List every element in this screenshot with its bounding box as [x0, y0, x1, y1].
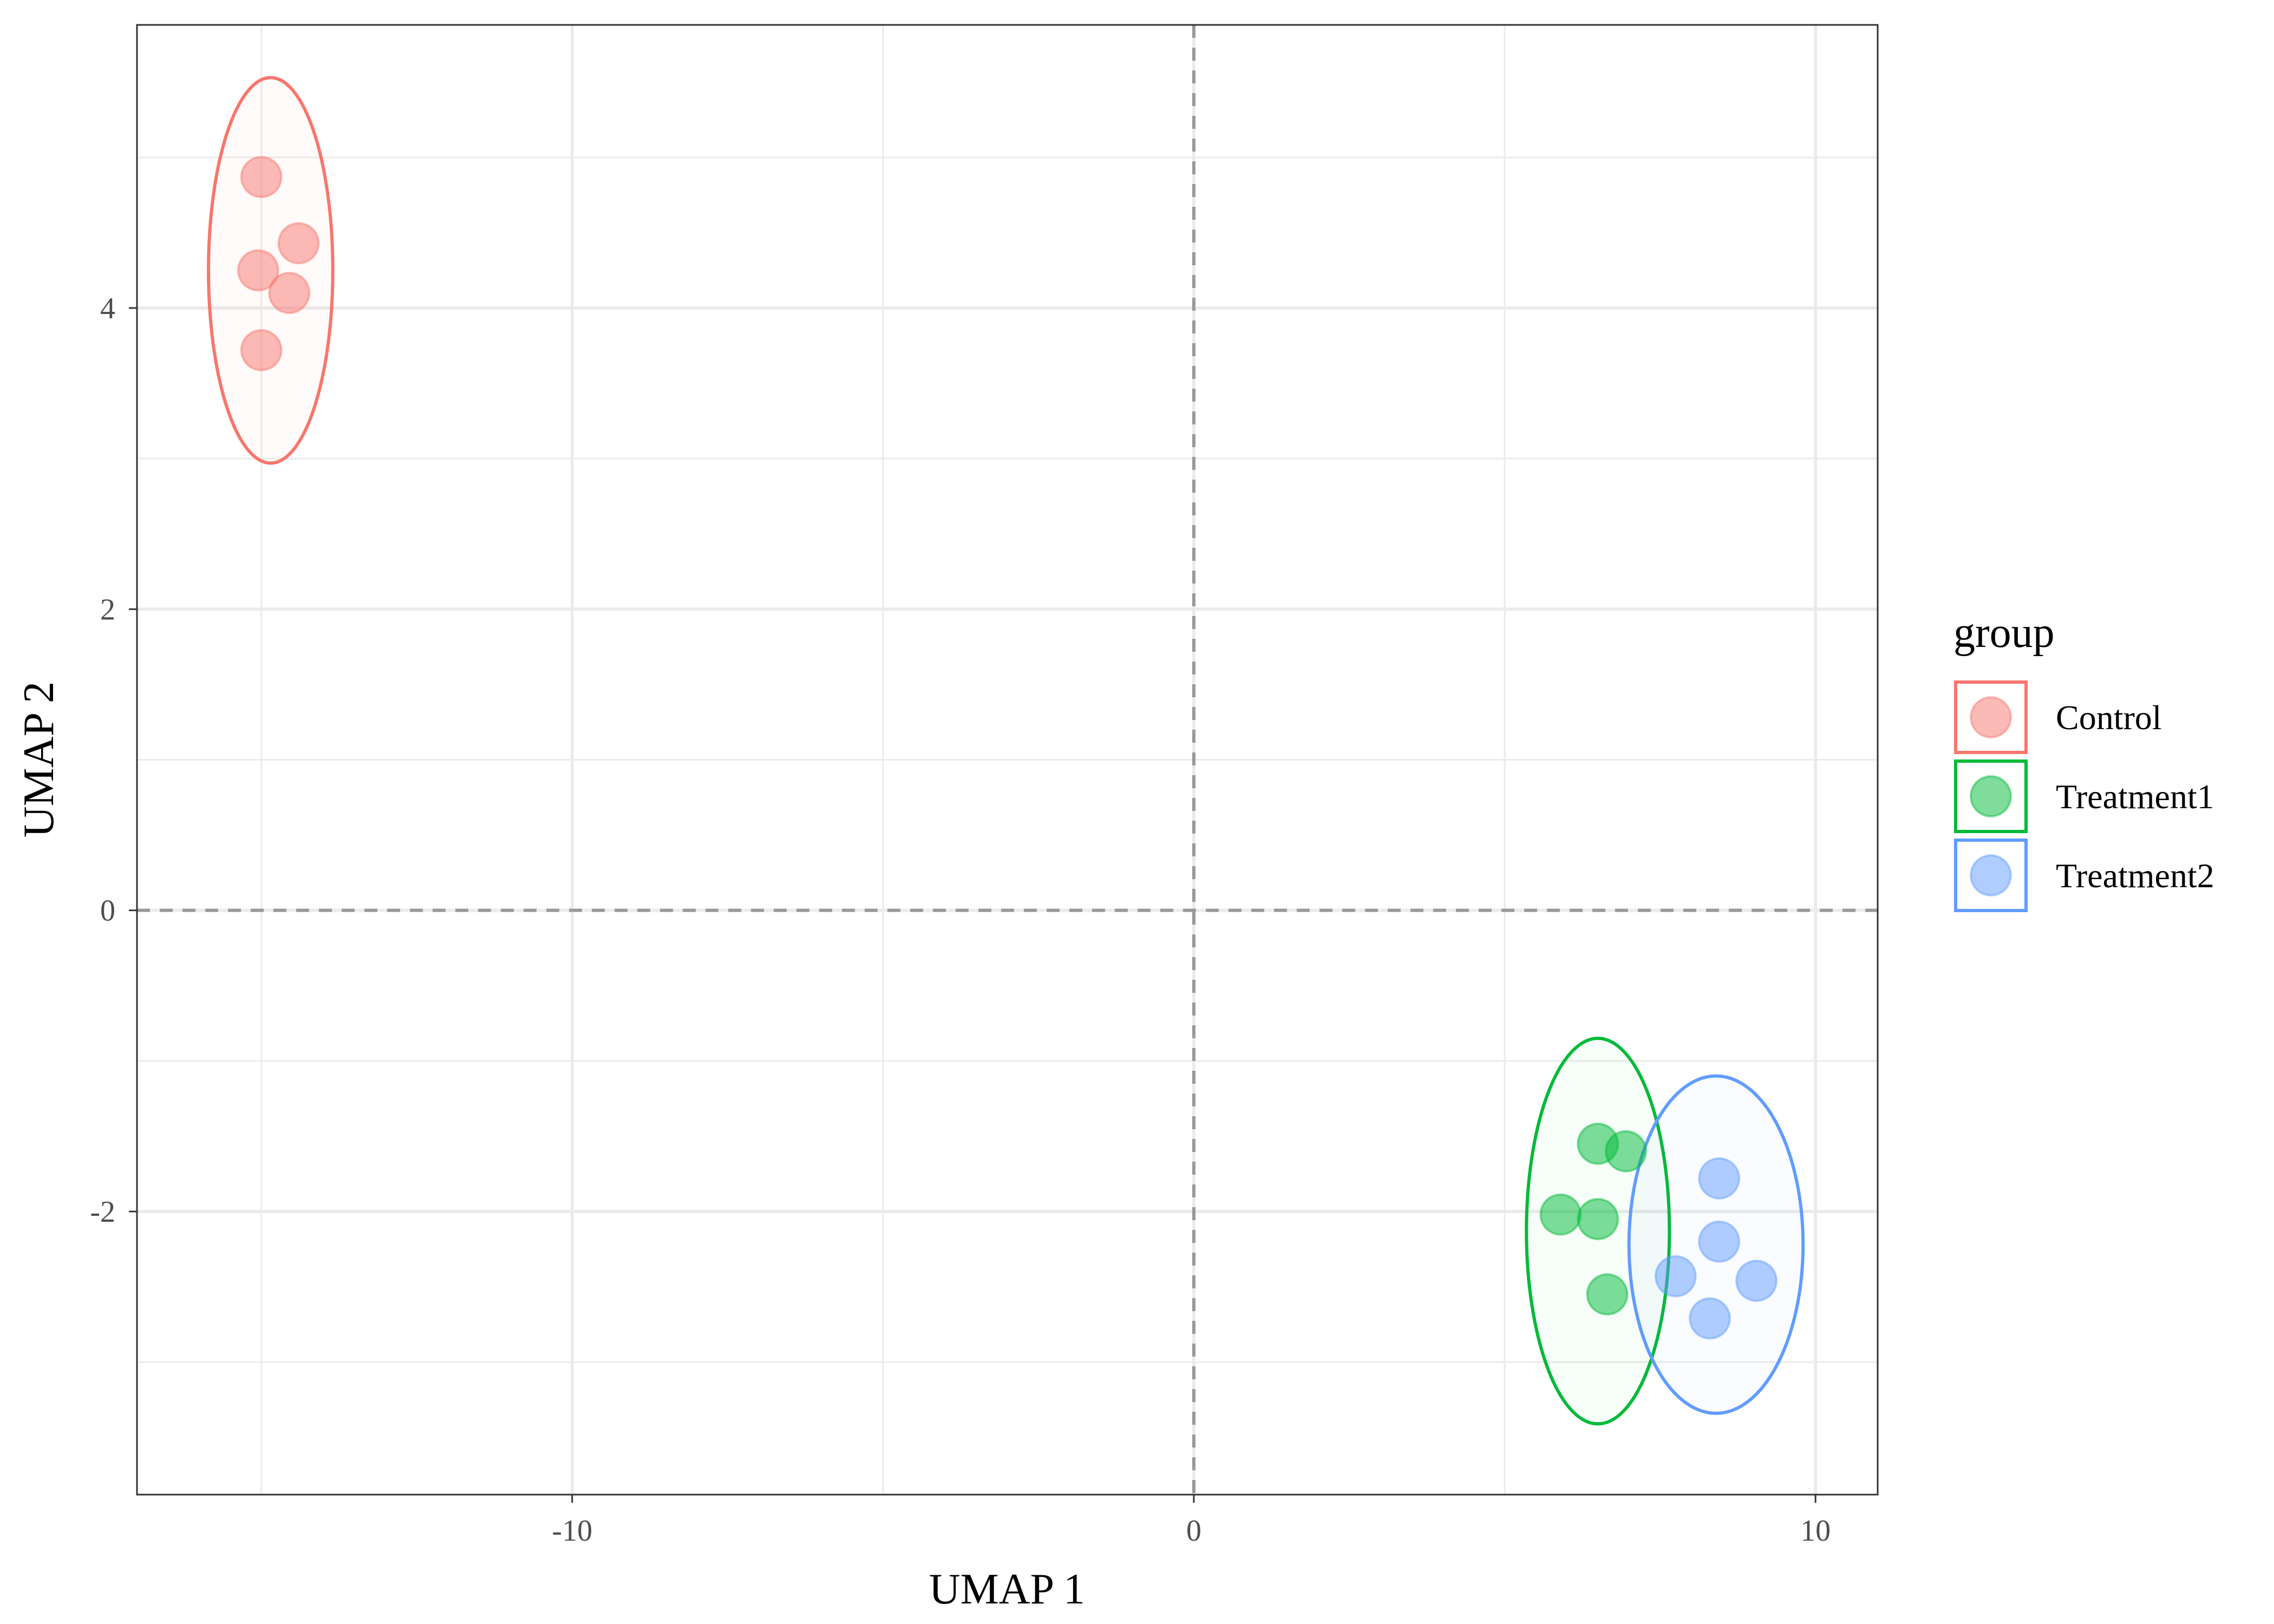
point-treatment2	[1698, 1220, 1741, 1263]
data-points	[237, 155, 1778, 1340]
legend-key-control	[1954, 680, 2028, 754]
point-control	[237, 249, 279, 292]
ellipse-control	[207, 76, 335, 465]
point-treatment2	[1735, 1259, 1778, 1302]
point-treatment1	[1577, 1197, 1619, 1240]
ellipse-treatment2	[1627, 1074, 1805, 1415]
legend-label-treatment2: Treatment2	[2056, 856, 2214, 895]
point-treatment1	[1539, 1193, 1582, 1236]
legend: group Control Treatment1 Treatment2	[1953, 609, 2214, 912]
x-tick-label: -10	[552, 1514, 592, 1548]
legend-label-treatment1: Treatment1	[2056, 777, 2214, 816]
point-treatment2	[1654, 1255, 1697, 1298]
plot-panel-border	[136, 24, 1879, 1496]
legend-symbol-treatment2	[1970, 854, 2012, 896]
legend-symbol-control	[1970, 696, 2012, 738]
point-control	[268, 272, 311, 315]
legend-title: group	[1953, 609, 2055, 657]
x-axis: -10 0 10	[552, 1495, 1831, 1548]
point-treatment2	[1698, 1157, 1741, 1200]
x-tick-label: 0	[1186, 1514, 1201, 1548]
y-axis-title: UMAP 2	[15, 682, 63, 837]
y-axis: -2 0 2 4	[90, 292, 137, 1229]
confidence-ellipses	[207, 76, 1805, 1426]
y-tick-label: 2	[100, 593, 115, 626]
reference-lines	[137, 25, 1878, 1495]
point-control	[277, 222, 320, 265]
y-tick-label: 4	[100, 292, 115, 325]
y-tick-label: 0	[100, 894, 115, 928]
ellipse-treatment1	[1525, 1037, 1671, 1426]
y-tick-label: -2	[90, 1195, 115, 1229]
x-tick-label: 10	[1800, 1514, 1831, 1548]
point-treatment1	[1586, 1273, 1629, 1316]
point-control	[240, 155, 283, 198]
point-treatment1	[1604, 1130, 1647, 1173]
x-axis-title: UMAP 1	[929, 1566, 1085, 1613]
legend-symbol-treatment1	[1970, 775, 2012, 817]
point-control	[240, 329, 283, 371]
point-treatment2	[1688, 1297, 1731, 1340]
legend-label-control: Control	[2056, 698, 2162, 737]
